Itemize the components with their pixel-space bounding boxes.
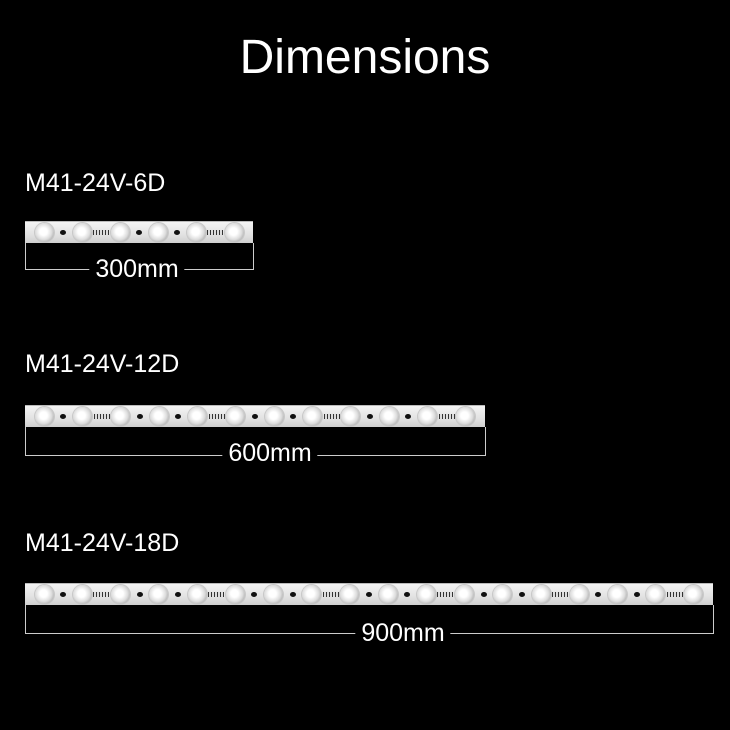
- led-lens: [418, 407, 437, 426]
- led-lens: [341, 407, 361, 426]
- led-lens: [455, 585, 475, 604]
- resistor-chip: [207, 230, 223, 235]
- mounting-hole: [136, 230, 142, 235]
- led-lens: [378, 585, 398, 604]
- mounting-hole: [405, 414, 412, 419]
- led-strip-6d: [25, 221, 253, 243]
- led-lens: [226, 407, 246, 426]
- dimension-tick-left: [25, 427, 26, 456]
- resistor-chip: [93, 414, 110, 419]
- led-lens: [110, 223, 130, 242]
- mounting-hole: [136, 592, 143, 597]
- resistor-chip: [208, 592, 225, 597]
- led-lens: [149, 407, 169, 426]
- mounting-hole: [60, 230, 66, 235]
- mounting-hole: [251, 592, 258, 597]
- led-lens: [224, 223, 244, 242]
- resistor-chip: [666, 592, 683, 597]
- mounting-hole: [60, 414, 67, 419]
- led-lens: [186, 223, 206, 242]
- led-lens: [73, 407, 92, 426]
- mounting-hole: [633, 592, 640, 597]
- led-lens: [493, 585, 513, 604]
- resistor-chip: [93, 592, 110, 597]
- led-lens: [34, 407, 54, 426]
- led-lens: [188, 407, 207, 426]
- led-lens: [148, 223, 168, 242]
- led-lens: [111, 407, 131, 426]
- led-lens: [149, 585, 169, 604]
- led-lens: [340, 585, 360, 604]
- dimension-label-600: 600mm: [222, 439, 318, 467]
- mounting-hole: [404, 592, 411, 597]
- led-lens: [416, 585, 436, 604]
- mounting-hole: [289, 592, 296, 597]
- resistor-chip: [93, 230, 109, 235]
- led-lens: [263, 585, 283, 604]
- mounting-hole: [367, 414, 373, 419]
- mounting-hole: [480, 592, 487, 597]
- led-lens: [302, 585, 322, 604]
- mounting-hole: [518, 592, 525, 597]
- page-title: Dimensions: [239, 31, 491, 84]
- mounting-hole: [60, 592, 67, 597]
- led-lens: [531, 585, 551, 604]
- led-lens: [187, 585, 207, 604]
- dimension-tick-left: [25, 243, 26, 270]
- mounting-hole: [137, 414, 143, 419]
- resistor-chip: [438, 414, 455, 419]
- led-lens: [569, 585, 589, 604]
- model-label-6d: M41-24V-6D: [25, 169, 166, 197]
- resistor-chip: [437, 592, 454, 597]
- resistor-chip: [552, 592, 569, 597]
- led-lens: [456, 407, 476, 426]
- led-lens: [264, 407, 284, 426]
- led-strip-18d: [25, 583, 713, 605]
- resistor-chip: [208, 414, 225, 419]
- dimension-label-900: 900mm: [355, 619, 451, 647]
- led-lens: [34, 223, 54, 242]
- mounting-hole: [252, 414, 258, 419]
- mounting-hole: [290, 414, 297, 419]
- dimension-tick-right: [713, 605, 714, 634]
- resistor-chip: [323, 414, 340, 419]
- dimension-label-300: 300mm: [89, 255, 185, 283]
- led-lens: [72, 585, 92, 604]
- led-lens: [225, 585, 245, 604]
- led-lens: [111, 585, 131, 604]
- mounting-hole: [174, 230, 180, 235]
- model-label-12d: M41-24V-12D: [25, 350, 180, 378]
- mounting-hole: [595, 592, 602, 597]
- led-strip-12d: [25, 405, 485, 427]
- mounting-hole: [174, 592, 181, 597]
- mounting-hole: [366, 592, 372, 597]
- mounting-hole: [175, 414, 182, 419]
- model-label-18d: M41-24V-18D: [25, 529, 180, 557]
- led-lens: [646, 585, 666, 604]
- led-lens: [379, 407, 399, 426]
- led-lens: [72, 223, 92, 242]
- led-lens: [34, 585, 54, 604]
- dimension-tick-left: [25, 605, 26, 634]
- resistor-chip: [322, 592, 339, 597]
- dimension-tick-right: [253, 243, 254, 270]
- led-lens: [303, 407, 322, 426]
- dimension-tick-right: [485, 427, 486, 456]
- led-lens: [684, 585, 704, 604]
- led-lens: [607, 585, 627, 604]
